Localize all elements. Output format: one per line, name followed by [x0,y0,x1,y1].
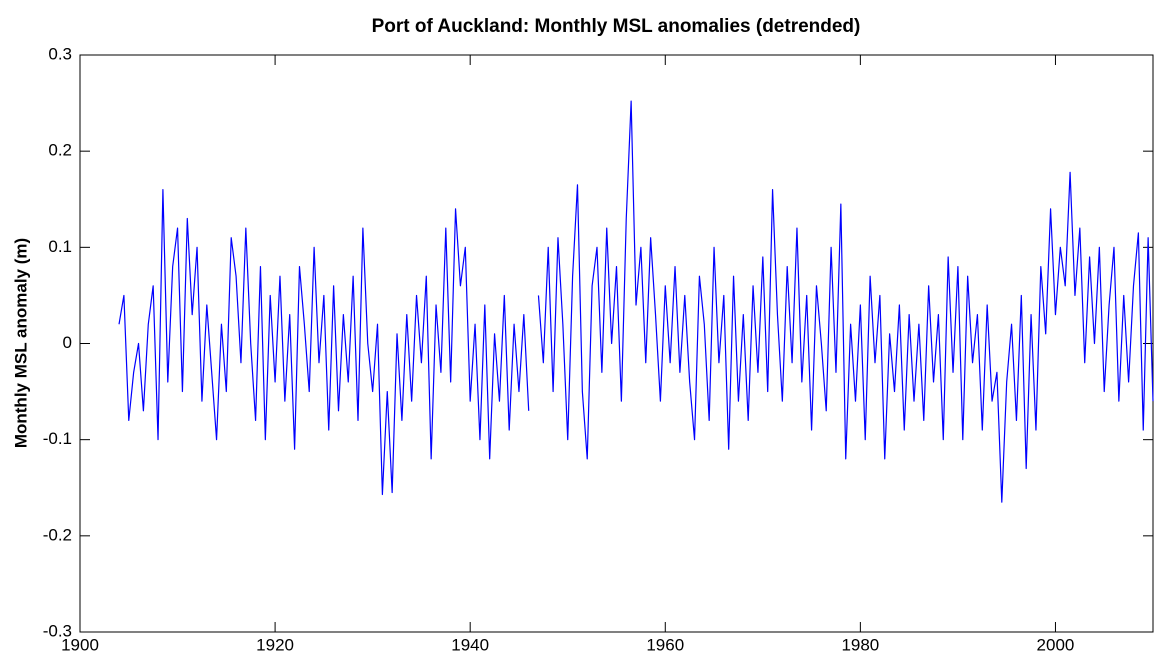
y-tick-label: -0.3 [43,621,72,640]
x-tick-label: 1920 [256,635,294,654]
x-tick-label: 1960 [646,635,684,654]
y-tick-label: 0.2 [48,141,72,160]
y-tick-label: -0.1 [43,429,72,448]
y-tick-label: 0 [63,333,72,352]
chart-title: Port of Auckland: Monthly MSL anomalies … [372,16,861,37]
x-tick-label: 1940 [451,635,489,654]
x-tick-label: 2000 [1037,635,1075,654]
x-tick-label: 1900 [61,635,99,654]
x-tick-label: 1980 [841,635,879,654]
y-tick-label: 0.1 [48,237,72,256]
y-tick-label: 0.3 [48,44,72,63]
y-axis-label: Monthly MSL anomaly (m) [11,238,30,448]
y-tick-label: -0.2 [43,525,72,544]
data-line [118,100,1154,503]
